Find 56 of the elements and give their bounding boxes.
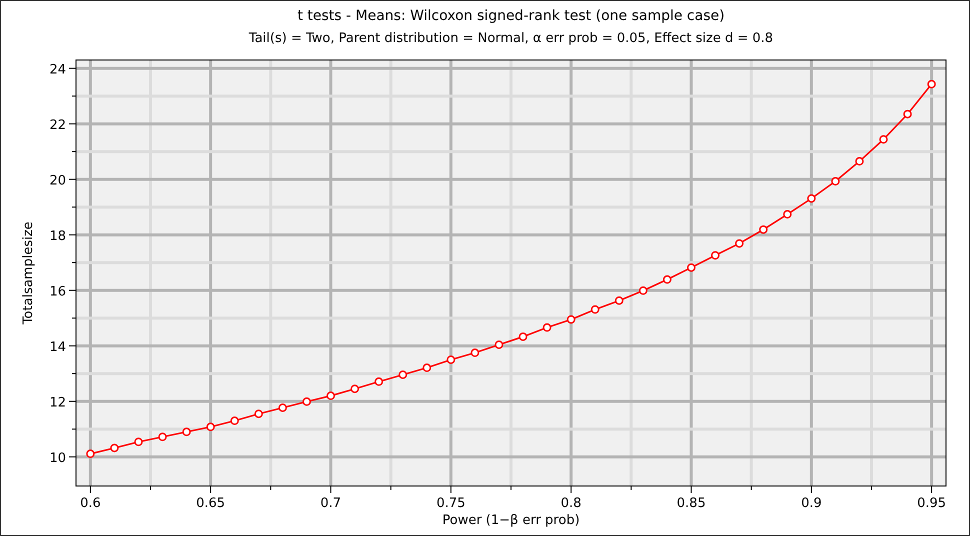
- y-tick-label: 22: [49, 118, 66, 133]
- point: [182, 428, 191, 436]
- x-axis-title: Power (1−β err prob): [442, 513, 580, 528]
- point: [614, 296, 624, 305]
- x-tick-label: 0.7: [320, 496, 342, 511]
- point: [422, 364, 432, 372]
- y-tick-label: 10: [49, 450, 66, 466]
- x-tick-label: 0.9: [801, 496, 822, 511]
- point: [855, 157, 864, 166]
- y-tick-label: 12: [49, 395, 66, 410]
- point: [662, 275, 672, 284]
- point: [518, 332, 528, 341]
- x-tick-label: 0.85: [676, 496, 706, 511]
- point: [807, 194, 816, 203]
- y-tick-label: 18: [49, 228, 66, 244]
- point: [374, 377, 384, 386]
- point: [470, 348, 480, 358]
- point: [735, 239, 744, 248]
- point: [398, 370, 408, 379]
- x-tick-label: 0.8: [560, 496, 582, 511]
- point: [494, 340, 504, 349]
- point: [783, 210, 792, 219]
- point: [254, 410, 263, 418]
- point: [110, 444, 119, 452]
- y-axis-title: Totalsamplesize: [21, 222, 36, 326]
- point: [711, 251, 720, 260]
- y-tick-label: 24: [49, 62, 66, 78]
- point: [86, 450, 95, 458]
- x-tick-label: 0.6: [80, 496, 101, 511]
- x-tick-label: 0.65: [196, 496, 226, 511]
- x-tick-label: 0.75: [436, 496, 466, 511]
- point: [134, 438, 143, 446]
- point: [446, 355, 456, 364]
- point: [230, 416, 239, 426]
- point: [879, 135, 888, 144]
- point: [566, 315, 576, 324]
- point: [350, 384, 360, 394]
- point: [326, 392, 335, 400]
- point: [158, 432, 167, 442]
- point: [278, 403, 287, 412]
- point: [302, 397, 311, 406]
- y-tick-label: 20: [49, 173, 66, 188]
- point: [687, 263, 696, 272]
- point: [206, 422, 215, 432]
- point: [590, 305, 600, 314]
- chart-subtitle: Tail(s) = Two, Parent distribution = Normal, α err prob = 0.05, Effect size d = 0.8: [248, 31, 774, 46]
- x-tick-label: 0.95: [917, 496, 946, 511]
- point: [638, 286, 648, 295]
- y-tick-label: 14: [49, 340, 66, 355]
- point: [831, 177, 840, 186]
- point: [903, 110, 912, 118]
- y-tick-label: 16: [49, 284, 66, 300]
- point: [927, 80, 936, 88]
- chart-title: t tests - Means: Wilcoxon signed-rank test (one sample case): [297, 8, 725, 24]
- point: [542, 323, 552, 332]
- point: [759, 225, 768, 234]
